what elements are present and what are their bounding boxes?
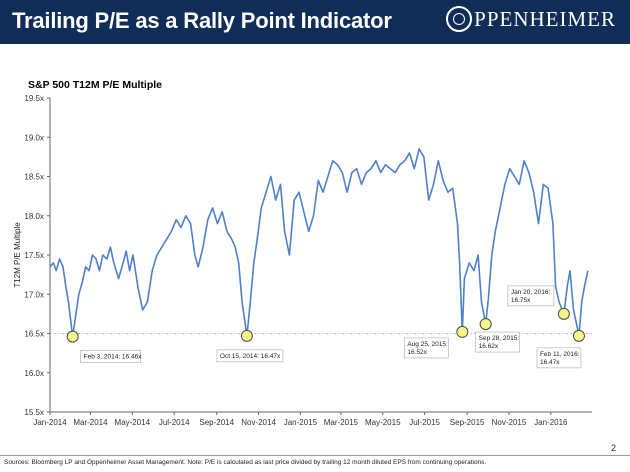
y-tick-label: 19.0x xyxy=(24,133,44,142)
annotation-box xyxy=(536,347,582,369)
sources-footnote: Sources: Bloomberg LP and Oppenheimer As… xyxy=(4,459,487,466)
x-tick-label: May-2015 xyxy=(365,418,401,427)
y-tick-label: 18.5x xyxy=(24,173,44,182)
slide-header: Trailing P/E as a Rally Point Indicator … xyxy=(0,0,630,44)
slide-title: Trailing P/E as a Rally Point Indicator xyxy=(12,8,392,33)
annotation-label: Oct 15, 2014: 16.47x xyxy=(220,353,281,360)
x-tick-label: Jan-2016 xyxy=(534,418,568,427)
x-tick-label: Sep-2014 xyxy=(199,418,234,427)
annotation-label: 16.52x xyxy=(407,349,427,356)
y-tick-label: 15.5x xyxy=(24,408,44,417)
annotation-label: Feb 3, 2014: 16.46x xyxy=(84,354,143,361)
y-tick-label: 16.5x xyxy=(24,330,44,339)
low-point-marker xyxy=(572,329,585,342)
footer-rule xyxy=(0,455,630,456)
y-axis-label: T12M P/E Multiple xyxy=(13,222,22,288)
x-tick-label: Mar-2015 xyxy=(324,418,359,427)
annotation-box xyxy=(507,285,555,307)
x-tick-label: Mar-2014 xyxy=(73,418,108,427)
low-point-marker xyxy=(240,329,253,342)
x-tick-label: Sep-2015 xyxy=(450,418,485,427)
annotation-label: Feb 11, 2016: xyxy=(540,351,580,358)
y-tick-label: 18.0x xyxy=(24,212,44,221)
x-tick-label: May-2014 xyxy=(115,418,151,427)
low-point-marker xyxy=(456,325,469,338)
y-tick-label: 19.5x xyxy=(24,94,44,103)
annotation-label: 16.62x xyxy=(479,343,499,350)
annotation-box xyxy=(475,331,521,353)
page-number: 2 xyxy=(610,443,616,453)
x-tick-label: Nov-2014 xyxy=(241,418,276,427)
annotation-box xyxy=(216,349,284,363)
annotation-label: Aug 25, 2015: xyxy=(407,341,448,348)
y-tick-label: 17.5x xyxy=(24,251,44,260)
chart-title: S&P 500 T12M P/E Multiple xyxy=(28,79,163,91)
x-tick-label: Jan-2014 xyxy=(33,418,67,427)
low-point-marker xyxy=(66,330,79,343)
annotation-label: Jan 20, 2016: xyxy=(511,289,551,296)
x-tick-label: Nov-2015 xyxy=(492,418,527,427)
annotation-label: 16.47x xyxy=(540,359,560,366)
x-tick-label: Jan-2015 xyxy=(284,418,318,427)
y-tick-label: 16.0x xyxy=(24,369,44,378)
annotation-label: 16.75x xyxy=(511,297,531,304)
x-tick-label: Jul-2014 xyxy=(159,418,190,427)
pe-series-line xyxy=(49,148,589,338)
low-point-marker xyxy=(557,307,570,320)
low-point-marker xyxy=(479,318,492,331)
oppenheimer-logo: PPENHEIMER xyxy=(446,6,616,32)
annotation-box xyxy=(80,350,141,363)
y-tick-label: 17.0x xyxy=(24,290,44,299)
logo-o-mark xyxy=(446,6,473,32)
annotation-box xyxy=(403,337,449,359)
annotation-label: Sep 28, 2015: xyxy=(479,335,520,342)
x-tick-label: Jul-2015 xyxy=(409,418,440,427)
logo-text: PPENHEIMER xyxy=(474,6,616,31)
